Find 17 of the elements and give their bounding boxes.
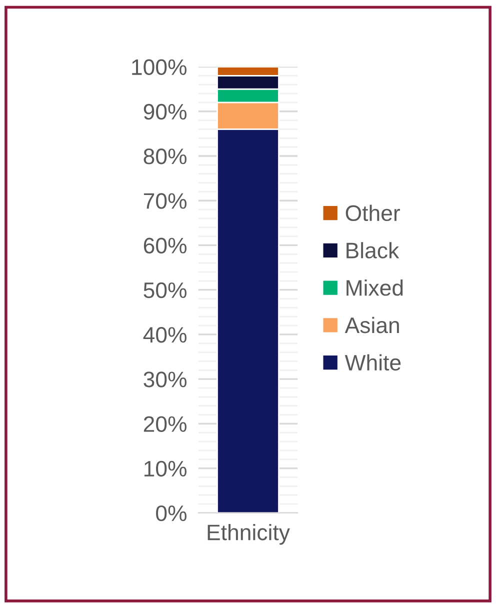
y-tick-label: 0% — [156, 505, 186, 522]
y-tick-label: 30% — [144, 372, 186, 388]
y-tick-label: 40% — [143, 326, 186, 343]
legend-label: Mixed — [346, 279, 403, 296]
y-tick-label: 10% — [144, 460, 186, 477]
legend-label: Asian — [344, 316, 399, 334]
x-tick-label: Ethnicity — [208, 524, 290, 545]
legend-label: Black — [346, 242, 400, 258]
y-tick-label: 60% — [144, 238, 186, 254]
y-tick-label: 20% — [144, 416, 186, 432]
y-tick-label: 100% — [132, 59, 186, 76]
y-tick-label: 80% — [144, 148, 186, 164]
y-tick-label: 50% — [144, 282, 186, 298]
y-tick-label: 70% — [144, 193, 186, 209]
legend-label: Other — [346, 204, 400, 222]
y-tick-label: 90% — [144, 104, 186, 120]
legend-label: White — [344, 354, 401, 371]
